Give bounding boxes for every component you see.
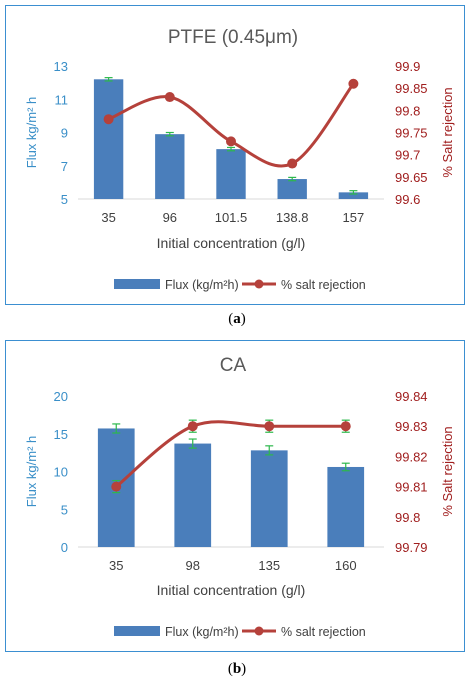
x-tick-label: 101.5: [215, 210, 248, 225]
y2-tick-label: 99.8: [395, 103, 420, 118]
y2-tick-label: 99.79: [395, 540, 428, 555]
x-tick-label: 35: [101, 210, 115, 225]
legend-swatch-bar: [114, 626, 160, 636]
line-marker: [111, 481, 122, 492]
line-marker: [340, 421, 351, 432]
line-marker: [164, 92, 175, 103]
line-marker: [226, 136, 236, 147]
x-tick-label: 138.8: [276, 210, 309, 225]
y2-axis-label: % Salt rejection: [440, 426, 455, 516]
chart-panel-ca: CA 0 5 10 15 20 99.79 99.8 99.81 99.82 99.83 99.84 F…: [5, 340, 465, 652]
y2-tick-label: 99.75: [395, 126, 428, 141]
chart-panel-ptfe: PTFE (0.45μm) 5 7 9 11 13 99.6 99.65 99.7 99.75 99…: [5, 5, 465, 305]
y-tick-label: 0: [61, 540, 68, 555]
caption-b: (b): [227, 661, 247, 677]
line-marker: [348, 78, 359, 89]
x-axis-label: Initial concentration (g/l): [157, 235, 306, 251]
y2-axis-label: % Salt rejection: [440, 87, 455, 177]
bar: [155, 134, 185, 199]
y-axis-label: Flux kg/m² h: [24, 97, 39, 169]
legend-swatch-bar: [114, 279, 160, 289]
y-tick-label: 5: [61, 502, 68, 517]
chart-title: CA: [220, 355, 247, 376]
y2-tick-label: 99.8: [395, 510, 420, 525]
y-tick-label: 9: [61, 126, 68, 141]
x-tick-label: 160: [335, 558, 357, 573]
y2-tick-label: 99.85: [395, 81, 428, 96]
line-marker: [264, 421, 275, 432]
chart-ptfe: PTFE (0.45μm) 5 7 9 11 13 99.6 99.65 99.7 99.75 99…: [24, 27, 455, 292]
y2-tick-label: 99.6: [395, 192, 420, 207]
bar: [327, 466, 365, 547]
x-tick-label: 98: [186, 558, 200, 573]
legend-label-rejection: % salt rejection: [281, 278, 366, 292]
line-marker: [187, 421, 198, 432]
y2-tick-label: 99.65: [395, 170, 428, 185]
y2-tick-label: 99.82: [395, 449, 428, 464]
y-tick-label: 10: [54, 465, 68, 480]
y2-tick-label: 99.81: [395, 480, 428, 495]
legend-swatch-marker: [254, 626, 264, 636]
line-marker: [287, 158, 298, 169]
x-tick-label: 157: [343, 210, 365, 225]
y2-tick-label: 99.84: [395, 389, 428, 404]
legend-label-flux: Flux (kg/m²h): [165, 625, 239, 639]
y-tick-label: 7: [61, 159, 68, 174]
chart-ca: CA 0 5 10 15 20 99.79 99.8 99.81 99.82 99.83 99.84 F…: [24, 355, 455, 639]
y2-tick-label: 99.9: [395, 59, 420, 74]
y-tick-label: 13: [54, 59, 68, 74]
bar: [338, 192, 369, 199]
bar: [277, 179, 307, 199]
y2-tick-label: 99.83: [395, 419, 428, 434]
caption-a: (a): [228, 311, 246, 327]
y-axis-label: Flux kg/m² h: [24, 436, 39, 508]
bar: [250, 450, 288, 547]
bar: [174, 443, 212, 547]
legend-label-rejection: % salt rejection: [281, 625, 366, 639]
x-tick-label: 35: [109, 558, 123, 573]
legend-swatch-marker: [254, 279, 264, 289]
bar: [216, 149, 246, 199]
y-tick-label: 20: [54, 389, 68, 404]
x-tick-label: 135: [258, 558, 280, 573]
line-marker: [103, 114, 114, 125]
chart-title: PTFE (0.45μm): [168, 27, 298, 48]
bar: [93, 79, 124, 199]
y-tick-label: 5: [61, 192, 68, 207]
y2-tick-label: 99.7: [395, 148, 420, 163]
x-tick-label: 96: [163, 210, 177, 225]
x-axis-label: Initial concentration (g/l): [157, 582, 306, 598]
y-tick-label: 11: [55, 92, 69, 107]
legend-label-flux: Flux (kg/m²h): [165, 278, 239, 292]
y-tick-label: 15: [54, 427, 68, 442]
series-line: [115, 420, 346, 488]
